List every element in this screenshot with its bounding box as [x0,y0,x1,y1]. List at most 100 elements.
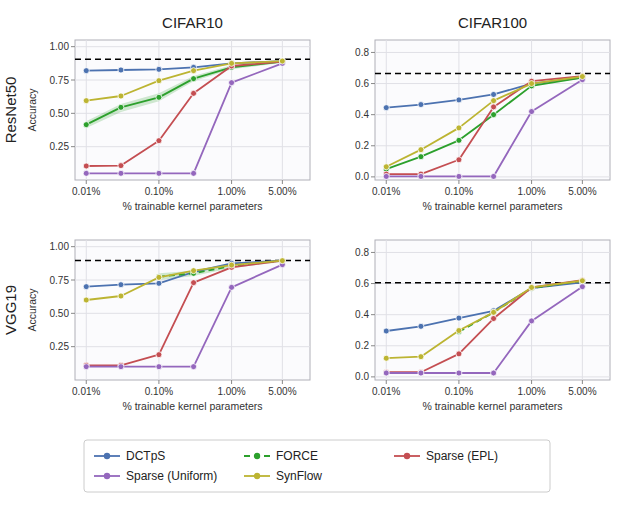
point [418,147,424,153]
point [229,262,235,268]
point [579,278,585,284]
point [156,274,162,280]
point [83,163,89,169]
point [83,284,89,290]
series-line [459,281,582,332]
tick-label: 0.75 [50,275,70,286]
point [118,67,124,73]
tick-mark [371,83,375,84]
tick-mark [458,180,459,184]
grid-line [86,40,87,180]
tick-mark [71,313,75,314]
legend-marker [404,453,410,459]
series-line [86,63,282,173]
point [383,173,389,179]
range-band [86,61,282,128]
point [418,323,424,329]
tick-mark [71,346,75,347]
point [418,154,424,160]
point [579,284,585,290]
row-label: VGG19 [2,285,19,335]
point [83,122,89,128]
point [491,104,497,110]
series-line [386,281,582,358]
point [191,90,197,96]
tick-mark [71,146,75,147]
grid-line [582,40,583,180]
point [491,309,497,315]
x-axis-label: % trainable kernel parameters [422,200,562,212]
point [156,66,162,72]
point [456,125,462,131]
tick-mark [371,345,375,346]
point [279,258,285,264]
point [491,173,497,179]
point [491,309,497,315]
point [456,328,462,334]
tick-mark [371,145,375,146]
x-axis-label: % trainable kernel parameters [122,400,262,412]
point [456,370,462,376]
legend-marker [254,473,260,479]
plot-frame [75,40,310,180]
tick-label: 0.01% [72,386,100,397]
row-label: ResNet50 [2,77,19,144]
plot-data [375,73,610,179]
tick-mark [71,46,75,47]
point [529,284,535,290]
point [491,98,497,104]
point [156,78,162,84]
tick-mark [158,380,159,384]
point [383,355,389,361]
x-axis-label: % trainable kernel parameters [122,200,262,212]
plot-data [75,258,310,370]
series-line [86,261,282,300]
point [383,164,389,170]
series-line [86,62,282,125]
tick-label: 0.6 [355,78,369,89]
point [529,284,535,290]
legend-label: SynFlow [276,469,322,483]
point [383,105,389,111]
tick-label: 0.75 [50,75,70,86]
tick-label: 0.10% [445,386,473,397]
tick-label: 0.6 [355,278,369,289]
tick-mark [371,283,375,284]
tick-label: 0.0 [355,171,369,182]
tick-mark [531,180,532,184]
tick-label: 0.25 [50,341,70,352]
tick-mark [371,114,375,115]
panel-title: CIFAR100 [458,14,527,31]
tick-mark [282,180,283,184]
tick-mark [371,252,375,253]
point [456,157,462,163]
tick-label: 0.10% [145,386,173,397]
y-axis-label: Accuracy [26,288,38,332]
point [456,173,462,179]
point [156,94,162,100]
plot-data [375,277,610,376]
tick-label: 1.00% [517,186,545,197]
tick-label: 0.4 [355,109,369,120]
grid-line [75,346,310,347]
tick-label: 0.01% [72,186,100,197]
point [279,58,285,64]
point [529,318,535,324]
point [118,293,124,299]
tick-label: 1.00% [217,386,245,397]
point [229,284,235,290]
tick-mark [231,380,232,384]
point [418,369,424,375]
tick-mark [158,180,159,184]
panel-title: CIFAR10 [162,14,223,31]
tick-label: 1.00 [50,241,70,252]
tick-mark [231,180,232,184]
legend-box [84,440,550,492]
tick-mark [582,380,583,384]
tick-label: 0.0 [355,371,369,382]
series-line [86,62,282,166]
point [191,364,197,370]
series-line [86,265,282,367]
point [456,97,462,103]
series-line [386,76,582,174]
